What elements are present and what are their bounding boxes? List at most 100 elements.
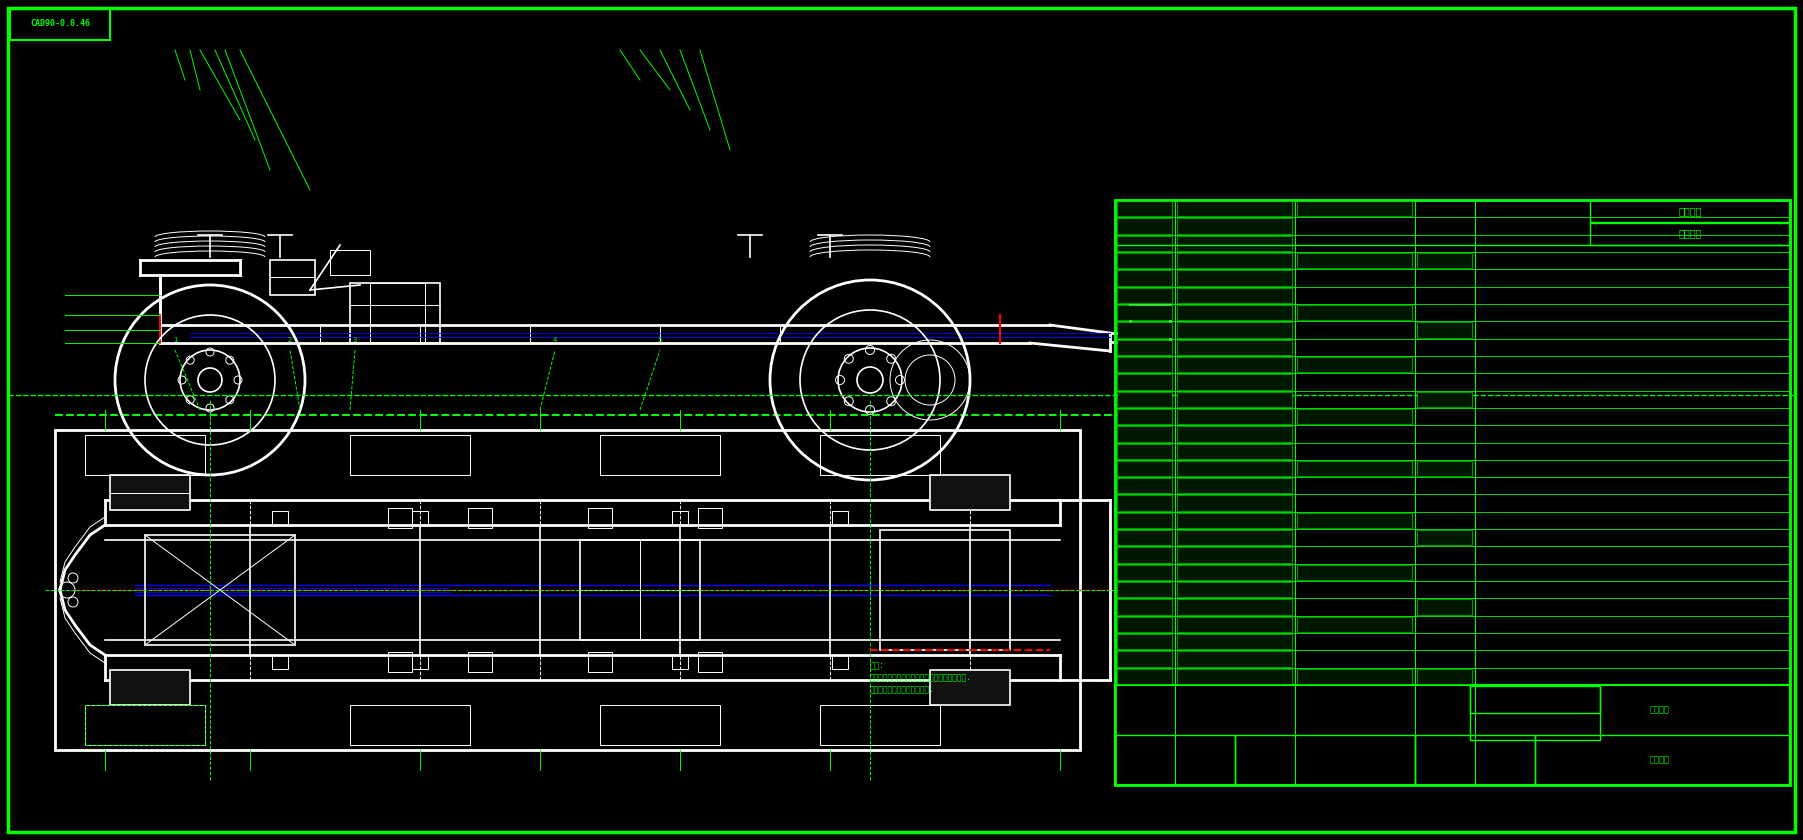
- Bar: [1177, 391, 1293, 407]
- Bar: [1177, 461, 1293, 476]
- Bar: [1118, 478, 1172, 493]
- Bar: [1118, 617, 1172, 632]
- Bar: [588, 508, 611, 528]
- Bar: [1177, 530, 1293, 545]
- Bar: [820, 435, 939, 475]
- Bar: [1296, 512, 1412, 528]
- Bar: [600, 435, 719, 475]
- Bar: [1177, 600, 1293, 615]
- Bar: [388, 508, 413, 528]
- Bar: [581, 540, 700, 640]
- Text: 4: 4: [554, 337, 557, 343]
- Bar: [85, 705, 206, 745]
- Bar: [1118, 426, 1172, 442]
- Bar: [469, 508, 492, 528]
- Bar: [1177, 236, 1293, 251]
- Bar: [880, 530, 1010, 650]
- Bar: [1177, 339, 1293, 354]
- Bar: [1114, 200, 1790, 785]
- Bar: [1177, 201, 1293, 217]
- Bar: [1177, 323, 1293, 338]
- Text: 3: 3: [353, 337, 357, 343]
- Bar: [1296, 461, 1412, 476]
- Bar: [1177, 287, 1293, 303]
- Bar: [1417, 323, 1471, 338]
- Bar: [1118, 582, 1172, 597]
- Text: 润滑性能标准，轮廓结构尺寸.: 润滑性能标准，轮廓结构尺寸.: [871, 685, 934, 694]
- Bar: [1177, 305, 1293, 320]
- Bar: [1177, 634, 1293, 649]
- Bar: [388, 652, 413, 672]
- Bar: [930, 670, 1010, 705]
- Bar: [1118, 512, 1172, 528]
- Bar: [1118, 305, 1172, 320]
- Bar: [698, 508, 721, 528]
- Text: 材料代号: 材料代号: [1679, 206, 1702, 216]
- Bar: [330, 250, 370, 275]
- Text: 备注:: 备注:: [871, 661, 885, 670]
- Bar: [1417, 391, 1471, 407]
- Bar: [1417, 669, 1471, 684]
- Bar: [1296, 305, 1412, 320]
- Bar: [1177, 409, 1293, 424]
- Text: 1: 1: [173, 337, 177, 343]
- Bar: [1296, 409, 1412, 424]
- Bar: [110, 475, 189, 510]
- Bar: [1177, 270, 1293, 286]
- Bar: [1296, 564, 1412, 580]
- Bar: [1118, 548, 1172, 563]
- Text: 说明材料标准，系列轴承标准，轴承固定和孔轴.: 说明材料标准，系列轴承标准，轴承固定和孔轴.: [871, 673, 972, 682]
- Bar: [831, 655, 847, 669]
- Bar: [469, 652, 492, 672]
- Bar: [1469, 685, 1599, 740]
- Bar: [831, 511, 847, 525]
- Bar: [1177, 617, 1293, 632]
- Bar: [1114, 735, 1235, 785]
- Bar: [1590, 223, 1790, 245]
- Bar: [1417, 600, 1471, 615]
- Bar: [1114, 685, 1790, 785]
- Bar: [272, 655, 288, 669]
- Bar: [1296, 201, 1412, 217]
- Bar: [1118, 339, 1172, 354]
- Bar: [413, 655, 427, 669]
- Bar: [1177, 253, 1293, 268]
- Bar: [1417, 461, 1471, 476]
- Bar: [1417, 530, 1471, 545]
- Text: CAD90-0.0.46: CAD90-0.0.46: [31, 19, 90, 29]
- Bar: [1177, 512, 1293, 528]
- Bar: [820, 705, 939, 745]
- Bar: [85, 435, 206, 475]
- Text: 材料牌号: 材料牌号: [1679, 228, 1702, 238]
- Bar: [673, 511, 689, 525]
- Bar: [698, 652, 721, 672]
- Bar: [350, 435, 471, 475]
- Bar: [1177, 548, 1293, 563]
- Bar: [1118, 409, 1172, 424]
- Bar: [110, 670, 189, 705]
- Bar: [1235, 735, 1415, 785]
- Bar: [1118, 374, 1172, 390]
- Bar: [1177, 478, 1293, 493]
- Bar: [1415, 735, 1534, 785]
- Bar: [1177, 651, 1293, 667]
- Bar: [272, 511, 288, 525]
- Bar: [1118, 391, 1172, 407]
- Bar: [1417, 253, 1471, 268]
- Bar: [350, 705, 471, 745]
- Bar: [1118, 287, 1172, 303]
- Bar: [1469, 686, 1599, 713]
- Bar: [1118, 461, 1172, 476]
- Bar: [1296, 669, 1412, 684]
- Bar: [1118, 634, 1172, 649]
- Text: 材料代号: 材料代号: [1650, 755, 1670, 764]
- Text: 2: 2: [288, 337, 292, 343]
- Bar: [673, 655, 689, 669]
- Bar: [1296, 617, 1412, 632]
- Bar: [11, 8, 110, 40]
- Text: 材料牌号: 材料牌号: [1650, 706, 1670, 715]
- Bar: [1118, 270, 1172, 286]
- Bar: [1177, 426, 1293, 442]
- Bar: [600, 705, 719, 745]
- Bar: [370, 283, 426, 343]
